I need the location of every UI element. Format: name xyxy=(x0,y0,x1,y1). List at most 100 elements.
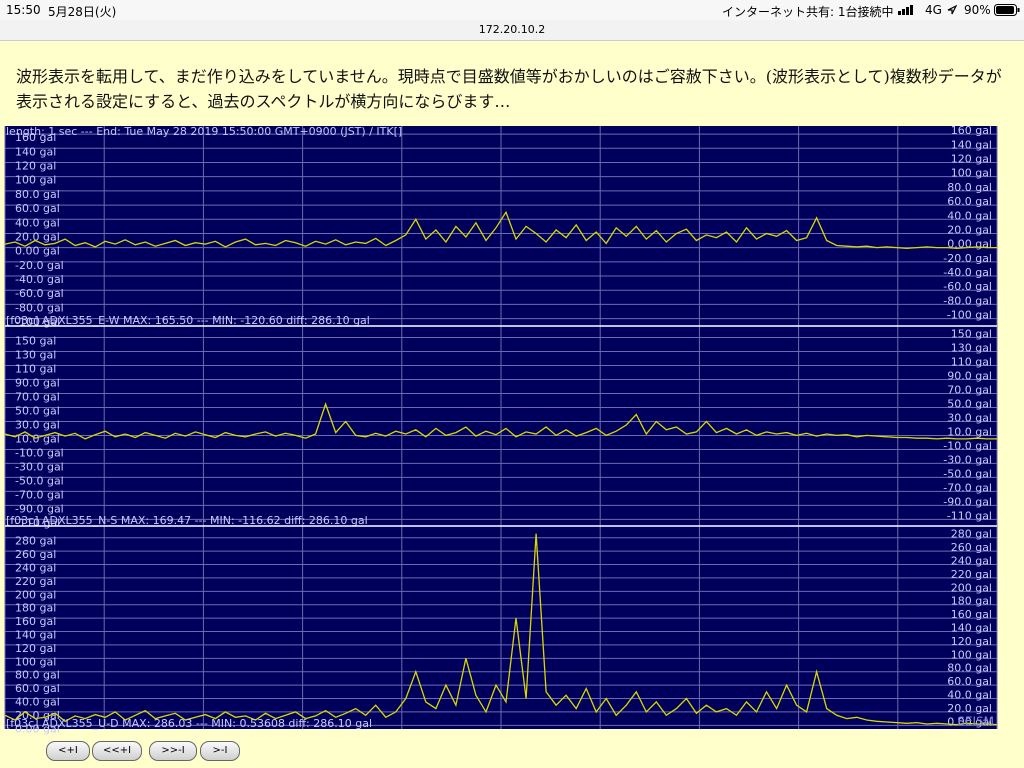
waveform xyxy=(4,210,997,250)
y-tick-label: -30.0 gal xyxy=(15,460,64,473)
location-icon xyxy=(947,5,957,15)
y-tick-label-right: 80.0 gal xyxy=(947,181,992,194)
y-tick-label-right: 130 gal xyxy=(951,341,992,354)
y-tick-label: 240 gal xyxy=(15,562,56,575)
y-tick-label: 40.0 gal xyxy=(15,696,60,709)
y-tick-label: 20.0 gal xyxy=(15,230,60,243)
y-tick-label-right: -10.0 gal xyxy=(943,439,992,452)
y-tick-label: 220 gal xyxy=(15,575,56,588)
y-tick-label-right: 60.0 gal xyxy=(947,675,992,688)
y-tick-label: -40.0 gal xyxy=(15,273,64,286)
panel-label: [f03c] ADXL355_N-S MAX: 169.47 --- MIN: … xyxy=(6,514,368,527)
y-tick-label: 140 gal xyxy=(15,629,56,642)
y-tick-label-right: 180 gal xyxy=(951,595,992,608)
y-tick-label: 80.0 gal xyxy=(15,188,60,201)
y-tick-label: 150 gal xyxy=(15,334,56,347)
network: 4G xyxy=(925,3,942,17)
y-tick-label: -20.0 gal xyxy=(15,259,64,272)
y-tick-label: 60.0 gal xyxy=(15,202,60,215)
y-tick-label: -10.0 gal xyxy=(15,446,64,459)
button[interactable]: >-I xyxy=(200,741,240,761)
y-tick-label-right: 0.00 gal xyxy=(947,715,992,728)
y-tick-label-right: 100 gal xyxy=(951,648,992,661)
y-tick-label-right: 140 gal xyxy=(951,622,992,635)
y-tick-label-right: 80.0 gal xyxy=(947,662,992,675)
signal-icon xyxy=(898,5,913,15)
y-tick-label: -80.0 gal xyxy=(15,301,64,314)
y-tick-label: 30.0 gal xyxy=(15,418,60,431)
y-tick-label-right: 150 gal xyxy=(951,327,992,340)
panel-label: [f03c] ADXL355_E-W MAX: 165.50 --- MIN: … xyxy=(6,314,370,327)
y-tick-label: 160 gal xyxy=(15,615,56,628)
y-tick-label: 0.00 gal xyxy=(15,722,60,735)
waveform xyxy=(4,533,998,726)
y-tick-label-right: 160 gal xyxy=(951,608,992,621)
y-tick-label: 280 gal xyxy=(15,535,56,548)
battery-icon xyxy=(994,4,1020,16)
button[interactable]: >>-I xyxy=(149,741,197,761)
y-tick-label: -70.0 gal xyxy=(15,488,64,501)
panel-label: [f03c] ADXL355_U-D MAX: 286.03 --- MIN: … xyxy=(6,717,372,730)
y-tick-label: 120 gal xyxy=(15,159,56,172)
battery: 90% xyxy=(964,3,991,17)
y-tick-label-right: -90.0 gal xyxy=(943,495,992,508)
y-tick-label-right: 160 gal xyxy=(951,124,992,137)
y-tick-label-right: 100 gal xyxy=(951,167,992,180)
y-tick-label-right: -100 gal xyxy=(947,309,992,322)
y-tick-label: 160 gal xyxy=(15,131,56,144)
y-tick-label-right: 220 gal xyxy=(951,568,992,581)
hotspot: インターネット共有: 1台接続中 xyxy=(722,5,894,19)
y-tick-label: 260 gal xyxy=(15,548,56,561)
y-tick-label-right: -40.0 gal xyxy=(943,266,992,279)
y-tick-label: 60.0 gal xyxy=(15,682,60,695)
y-tick-label-right: -60.0 gal xyxy=(943,280,992,293)
y-tick-label-right: -50.0 gal xyxy=(943,467,992,480)
status-bar: 15:50 5月28日(火) インターネット共有: 1台接続中 4G 90% xyxy=(0,0,1024,20)
y-tick-label: 90.0 gal xyxy=(15,376,60,389)
y-tick-label-right: 10.0 gal xyxy=(947,425,992,438)
y-tick-label-right: 30.0 gal xyxy=(947,411,992,424)
y-tick-label-right: -30.0 gal xyxy=(943,453,992,466)
y-tick-label: 140 gal xyxy=(15,145,56,158)
y-tick-label: 100 gal xyxy=(15,174,56,187)
y-tick-label: -90.0 gal xyxy=(15,502,64,515)
y-tick-label: 80.0 gal xyxy=(15,669,60,682)
y-tick-label: 0.00 gal xyxy=(15,245,60,258)
y-tick-label: 120 gal xyxy=(15,642,56,655)
y-tick-label-right: 200 gal xyxy=(951,581,992,594)
y-tick-label-right: 60.0 gal xyxy=(947,195,992,208)
y-tick-label: 70.0 gal xyxy=(15,390,60,403)
y-tick-label: 200 gal xyxy=(15,588,56,601)
y-tick-label-right: 240 gal xyxy=(951,555,992,568)
time: 15:50 xyxy=(6,3,41,17)
y-tick-label: 130 gal xyxy=(15,348,56,361)
y-tick-label: 100 gal xyxy=(15,655,56,668)
y-tick-label-right: 110 gal xyxy=(951,355,992,368)
y-tick-label-right: 40.0 gal xyxy=(947,209,992,222)
button[interactable]: <<+I xyxy=(92,741,142,761)
button[interactable]: <+I xyxy=(46,741,90,761)
y-tick-label-right: -70.0 gal xyxy=(943,481,992,494)
y-tick-label-right: 50.0 gal xyxy=(947,397,992,410)
date: 5月28日(火) xyxy=(48,5,117,19)
waveform xyxy=(4,401,997,440)
y-tick-label-right: 20.0 gal xyxy=(947,702,992,715)
y-tick-label-right: 120 gal xyxy=(951,152,992,165)
y-tick-label: 180 gal xyxy=(15,602,56,615)
y-tick-label-right: 120 gal xyxy=(951,635,992,648)
y-tick-label: 110 gal xyxy=(15,362,56,375)
url-bar[interactable]: 172.20.10.2 xyxy=(0,20,1024,41)
y-tick-label: 10.0 gal xyxy=(15,432,60,445)
y-tick-label-right: 140 gal xyxy=(951,138,992,151)
y-tick-label-right: 260 gal xyxy=(951,541,992,554)
y-tick-label-right: 90.0 gal xyxy=(947,369,992,382)
description: 波形表示を転用して、まだ作り込みをしていません。現時点で目盛数値等がおかしいのは… xyxy=(16,67,1002,111)
y-tick-label: -50.0 gal xyxy=(15,474,64,487)
chart-header: length: 1 sec --- End: Tue May 28 2019 1… xyxy=(6,125,402,138)
y-tick-label-right: 280 gal xyxy=(951,528,992,541)
y-tick-label: 50.0 gal xyxy=(15,404,60,417)
y-tick-label-right: 20.0 gal xyxy=(947,223,992,236)
